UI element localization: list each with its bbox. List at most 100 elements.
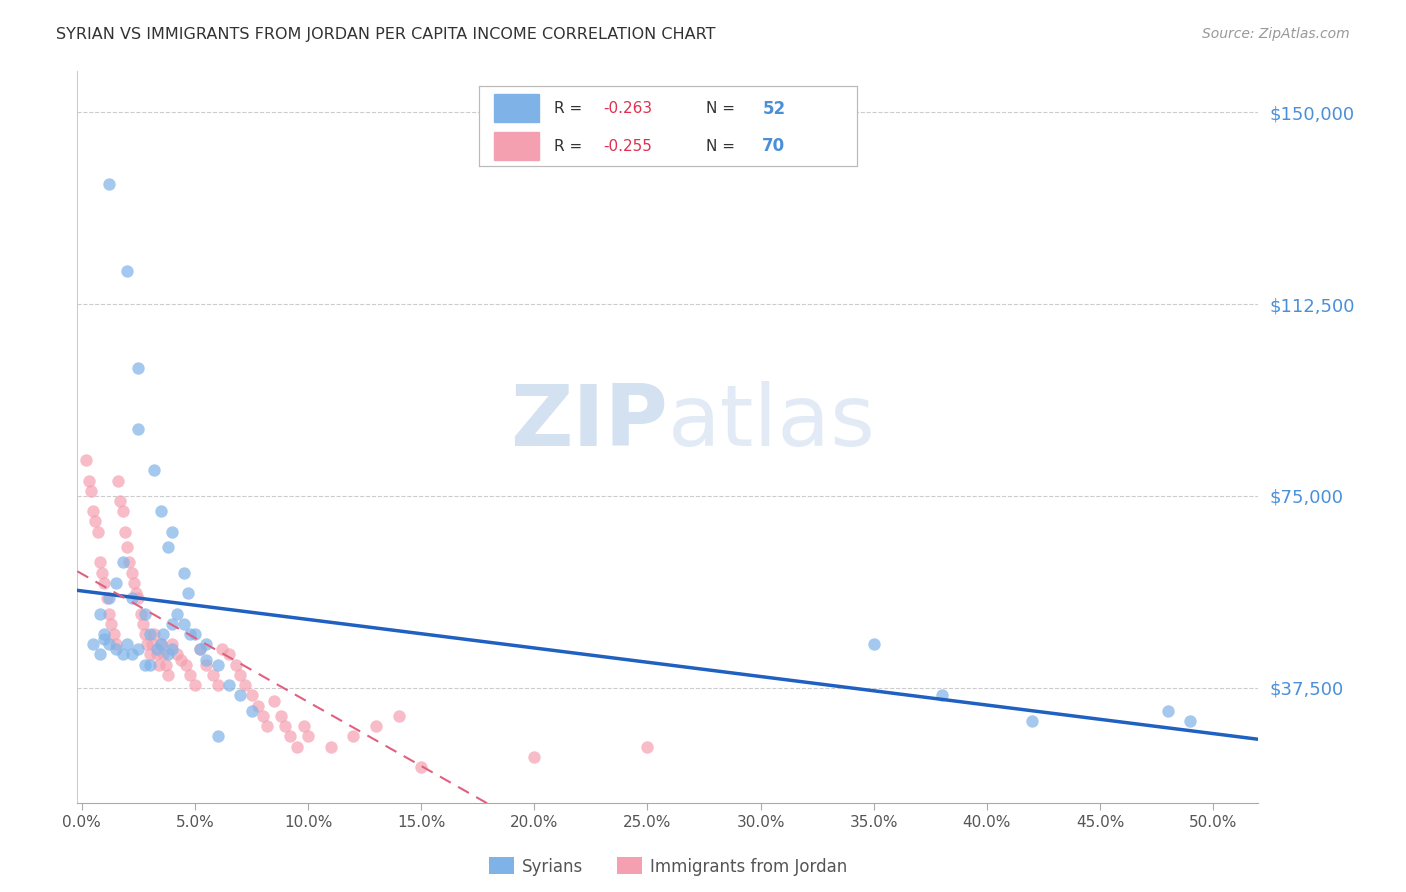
- Point: [247, 698, 270, 713]
- Text: Source: ZipAtlas.com: Source: ZipAtlas.com: [1202, 27, 1350, 41]
- Text: ZIP: ZIP: [510, 381, 668, 464]
- Point: [364, 719, 387, 733]
- Point: [162, 642, 184, 657]
- Point: [125, 586, 148, 600]
- Point: [166, 607, 188, 621]
- Point: [188, 642, 211, 657]
- Point: [188, 642, 211, 657]
- Point: [179, 627, 201, 641]
- Point: [229, 668, 252, 682]
- Point: [91, 566, 114, 580]
- Point: [75, 453, 97, 467]
- Point: [152, 627, 174, 641]
- Point: [121, 648, 143, 662]
- Point: [174, 657, 197, 672]
- Point: [637, 739, 659, 754]
- Point: [138, 648, 160, 662]
- Point: [162, 637, 184, 651]
- Point: [100, 616, 122, 631]
- Point: [285, 739, 308, 754]
- Point: [89, 607, 111, 621]
- Point: [104, 637, 127, 651]
- Point: [138, 627, 160, 641]
- Point: [207, 678, 229, 692]
- Point: [98, 607, 121, 621]
- Point: [166, 648, 188, 662]
- Point: [297, 729, 319, 743]
- Point: [411, 760, 433, 774]
- Point: [141, 637, 163, 651]
- Point: [86, 524, 108, 539]
- Point: [270, 709, 292, 723]
- Point: [229, 689, 252, 703]
- Point: [121, 591, 143, 606]
- Point: [129, 607, 152, 621]
- Text: SYRIAN VS IMMIGRANTS FROM JORDAN PER CAPITA INCOME CORRELATION CHART: SYRIAN VS IMMIGRANTS FROM JORDAN PER CAP…: [56, 27, 716, 42]
- Point: [150, 637, 173, 651]
- Point: [82, 637, 104, 651]
- Point: [118, 555, 141, 569]
- Point: [127, 361, 149, 376]
- Point: [256, 719, 278, 733]
- Point: [150, 504, 173, 518]
- Point: [1021, 714, 1043, 728]
- Point: [523, 749, 546, 764]
- Point: [292, 719, 315, 733]
- Point: [115, 637, 138, 651]
- Point: [82, 504, 104, 518]
- Point: [319, 739, 342, 754]
- Point: [278, 729, 301, 743]
- Point: [111, 504, 134, 518]
- Point: [143, 627, 166, 641]
- Point: [162, 616, 184, 631]
- Point: [138, 657, 160, 672]
- Point: [931, 689, 953, 703]
- Point: [156, 668, 179, 682]
- Point: [134, 657, 156, 672]
- Point: [177, 586, 200, 600]
- Point: [143, 463, 166, 477]
- Point: [240, 704, 263, 718]
- Point: [1180, 714, 1202, 728]
- Point: [93, 575, 115, 590]
- Point: [104, 642, 127, 657]
- Point: [115, 540, 138, 554]
- Point: [93, 627, 115, 641]
- Point: [252, 709, 274, 723]
- Point: [195, 652, 218, 666]
- Point: [207, 657, 229, 672]
- Point: [388, 709, 411, 723]
- Point: [152, 648, 174, 662]
- Point: [155, 657, 177, 672]
- Point: [96, 591, 118, 606]
- Point: [218, 648, 240, 662]
- Point: [89, 555, 111, 569]
- Point: [114, 524, 136, 539]
- Point: [342, 729, 364, 743]
- Point: [202, 668, 225, 682]
- Point: [218, 678, 240, 692]
- Point: [127, 642, 149, 657]
- Point: [1157, 704, 1180, 718]
- Point: [98, 177, 121, 191]
- Point: [127, 422, 149, 436]
- Point: [115, 264, 138, 278]
- Point: [145, 648, 167, 662]
- Point: [225, 657, 247, 672]
- Point: [127, 591, 149, 606]
- Point: [136, 637, 159, 651]
- Point: [170, 652, 193, 666]
- Point: [195, 657, 218, 672]
- Point: [110, 494, 132, 508]
- Point: [156, 540, 179, 554]
- Point: [263, 693, 285, 707]
- Point: [179, 668, 201, 682]
- Point: [107, 474, 129, 488]
- Point: [274, 719, 297, 733]
- Point: [156, 648, 179, 662]
- Point: [233, 678, 256, 692]
- Point: [173, 566, 195, 580]
- Point: [145, 642, 167, 657]
- Point: [207, 729, 229, 743]
- Point: [80, 483, 103, 498]
